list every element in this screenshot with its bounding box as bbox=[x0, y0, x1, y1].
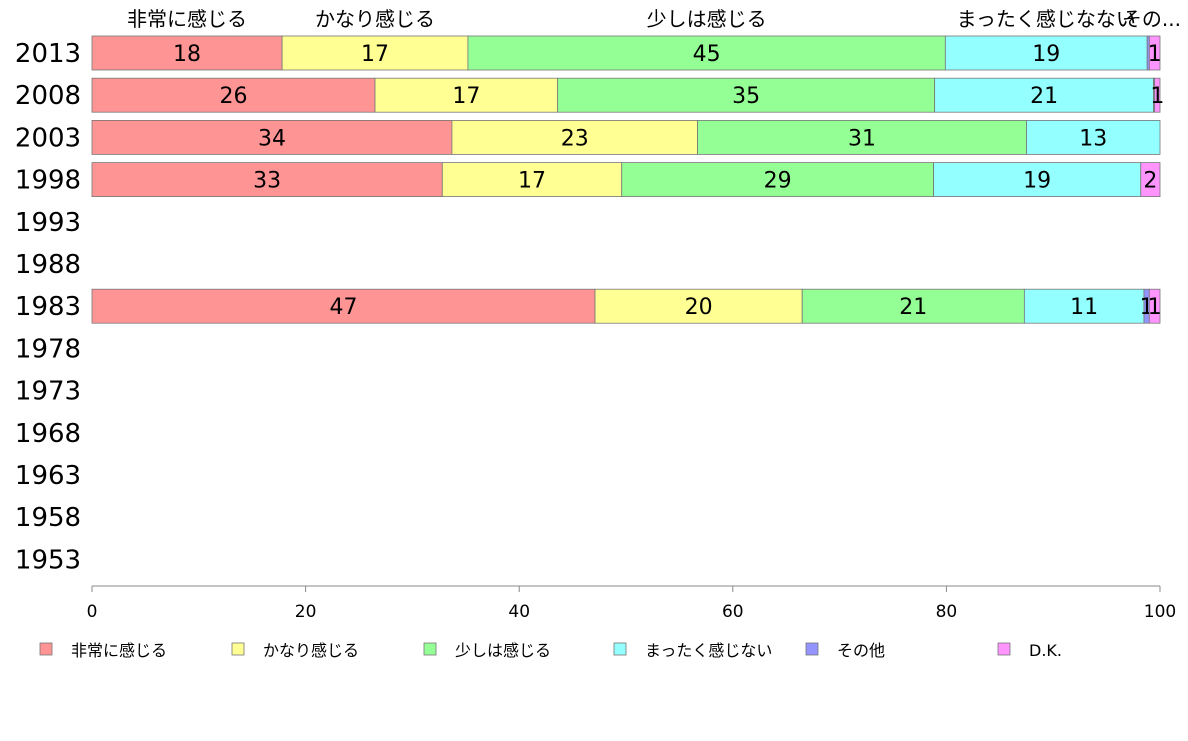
data-label: 1 bbox=[1148, 295, 1162, 320]
top-series-label: 非常に感じる bbox=[127, 7, 247, 31]
data-label: 21 bbox=[1030, 84, 1058, 109]
bar-segment bbox=[451, 120, 698, 155]
bar-segment bbox=[441, 162, 623, 198]
data-label: 35 bbox=[732, 84, 760, 109]
data-label: 18 bbox=[173, 42, 201, 67]
bar-segment bbox=[944, 35, 1148, 71]
legend-swatch bbox=[423, 642, 437, 656]
data-label: 1 bbox=[1148, 42, 1162, 67]
data-label: 2 bbox=[1143, 169, 1157, 194]
x-tick-label: 40 bbox=[508, 602, 530, 622]
data-label: 17 bbox=[518, 169, 546, 194]
bar-segment bbox=[1140, 162, 1161, 198]
x-tick-label: 20 bbox=[295, 602, 317, 622]
bar-segment bbox=[1148, 288, 1161, 324]
year-label: 1988 bbox=[15, 250, 81, 280]
data-label: 34 bbox=[258, 126, 286, 151]
x-tick-label: 60 bbox=[722, 602, 744, 622]
x-tick-label: 80 bbox=[936, 602, 958, 622]
top-series-label: まったく感じなない bbox=[957, 7, 1136, 31]
year-label: 2008 bbox=[15, 81, 81, 111]
legend-swatch bbox=[613, 642, 627, 656]
year-label: 2013 bbox=[15, 39, 81, 69]
legend-swatch bbox=[39, 642, 53, 656]
year-label: 1953 bbox=[15, 545, 81, 575]
legend-swatch bbox=[805, 642, 819, 656]
year-label: 1978 bbox=[15, 334, 81, 364]
data-label: 19 bbox=[1023, 169, 1051, 194]
data-label: 23 bbox=[561, 126, 589, 151]
data-label: 17 bbox=[452, 84, 480, 109]
data-label: 19 bbox=[1032, 42, 1060, 67]
year-label: 1958 bbox=[15, 503, 81, 533]
bar-segment bbox=[374, 77, 559, 113]
top-series-label: その... bbox=[1122, 7, 1181, 31]
data-label: 31 bbox=[848, 126, 876, 151]
legend-label: 非常に感じる bbox=[71, 641, 167, 660]
bar-segment bbox=[91, 162, 443, 198]
year-label: 1983 bbox=[15, 292, 81, 322]
legend-label: その他 bbox=[837, 641, 885, 660]
bar-segment bbox=[1148, 35, 1161, 71]
bar-segment bbox=[934, 77, 1154, 113]
bar-segment bbox=[467, 35, 946, 71]
bar-segment bbox=[91, 35, 283, 71]
data-label: 13 bbox=[1079, 126, 1107, 151]
bar-segment bbox=[594, 288, 803, 324]
year-label: 2003 bbox=[15, 123, 81, 153]
year-label: 1963 bbox=[15, 461, 81, 491]
data-label: 33 bbox=[253, 169, 281, 194]
bar-segment bbox=[281, 35, 469, 71]
bar-segment bbox=[801, 288, 1025, 324]
bar-segment bbox=[697, 120, 1027, 155]
year-label: 1968 bbox=[15, 419, 81, 449]
legend-swatch bbox=[231, 642, 245, 656]
year-label: 1998 bbox=[15, 166, 81, 196]
bar-segment bbox=[933, 162, 1142, 198]
data-label: 29 bbox=[764, 169, 792, 194]
legend-label: かなり感じる bbox=[263, 641, 359, 660]
bar-segment bbox=[621, 162, 934, 198]
top-series-label: 少しは感じる bbox=[647, 7, 767, 31]
bar-segment bbox=[1154, 77, 1161, 113]
bar-segment bbox=[1026, 120, 1161, 155]
data-label: 1 bbox=[1150, 84, 1164, 109]
data-label: 11 bbox=[1070, 295, 1098, 320]
legend-swatch bbox=[997, 642, 1011, 656]
bar-segment bbox=[557, 77, 936, 113]
data-label: 20 bbox=[685, 295, 713, 320]
data-label: 45 bbox=[693, 42, 721, 67]
data-label: 21 bbox=[899, 295, 927, 320]
year-label: 1993 bbox=[15, 208, 81, 238]
legend-label: 少しは感じる bbox=[455, 641, 551, 660]
top-series-label: かなり感じる bbox=[315, 7, 435, 31]
data-label: 47 bbox=[330, 295, 358, 320]
bar-segment bbox=[91, 77, 376, 113]
legend-label: D.K. bbox=[1029, 641, 1062, 660]
bar-segment bbox=[91, 288, 596, 324]
x-tick-label: 100 bbox=[1144, 602, 1176, 622]
x-tick-label: 0 bbox=[87, 602, 98, 622]
legend-label: まったく感じない bbox=[645, 641, 772, 660]
data-label: 26 bbox=[220, 84, 248, 109]
data-label: 17 bbox=[361, 42, 389, 67]
year-label: 1973 bbox=[15, 377, 81, 407]
